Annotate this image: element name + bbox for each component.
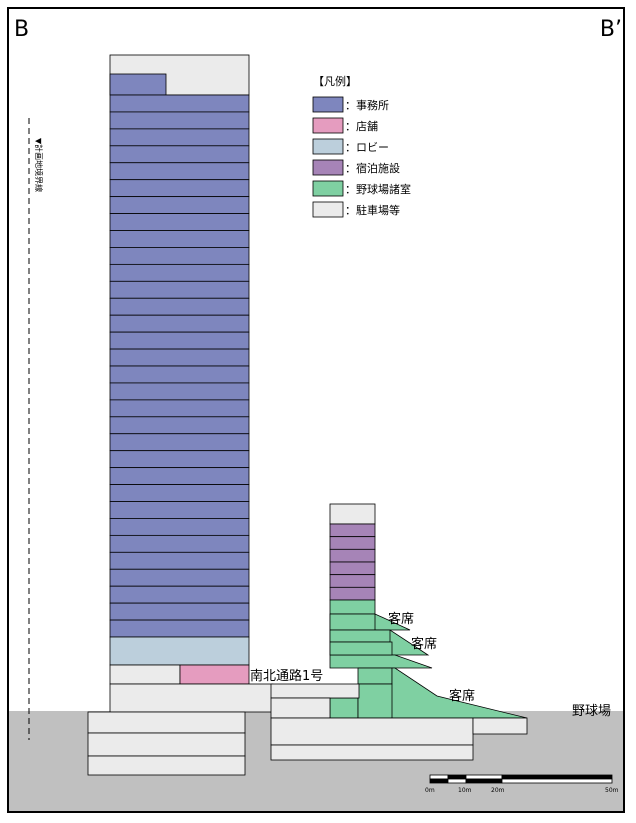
boundary-label: ▼計画地境界線 (34, 138, 44, 192)
tower-office-floor (109, 551, 250, 570)
tower-office-floor (109, 145, 250, 164)
ballpark-basement-3 (270, 744, 474, 761)
section-diagram: ▼計画地境界線 B B’ 【凡例】 ：事務所 ：店舗 ：ロビー ：宿泊施設 ：野球場諸室… (7, 7, 625, 813)
tower-office-floor (109, 348, 250, 367)
hotel-floor (329, 536, 376, 550)
hotel-floor (329, 561, 376, 576)
tower-roof-office (109, 73, 167, 96)
scale-seg-2 (447, 774, 467, 780)
seat-label-upper: 客席 (388, 611, 414, 627)
ballpark-room-3 (329, 629, 391, 643)
legend-swatch (312, 159, 344, 176)
legend-label: ：ロビー (345, 141, 389, 154)
ballpark-room-6 (329, 697, 359, 719)
hotel-roof-parking (329, 503, 376, 525)
scale-seg-5 (429, 778, 449, 784)
tower-office-floor (109, 518, 250, 536)
scale-tick-10: 10m (458, 787, 472, 794)
ballpark-room-4 (329, 641, 393, 656)
hotel-floors (329, 523, 376, 601)
tower-office-floor (109, 467, 250, 485)
legend-label: ：宿泊施設 (345, 161, 400, 175)
section-label-right: B’ (600, 17, 622, 42)
scale-seg-1 (429, 774, 449, 780)
tower-office-floor (109, 94, 250, 113)
tower-office-floor (109, 619, 250, 638)
legend-swatch (312, 117, 344, 134)
scale-seg-6 (447, 778, 467, 784)
tower-office-floor (109, 433, 250, 452)
tower-office-floor (109, 263, 250, 282)
tower-office-floor (109, 585, 250, 604)
tower-office-floor (109, 179, 250, 198)
tower-office-floor (109, 602, 250, 621)
tower-ground-parking (109, 664, 181, 685)
ballpark-basement-2 (472, 717, 528, 735)
hotel-floor (329, 548, 376, 563)
ballpark-room-5 (357, 667, 393, 685)
ballpark-label: 野球場 (572, 704, 611, 719)
legend-swatch (312, 201, 344, 218)
seat-label-middle: 客席 (411, 636, 437, 652)
legend-label: ：店舗 (345, 119, 378, 133)
seat-label-lower: 客席 (449, 688, 475, 704)
ballpark-room-7 (357, 683, 393, 719)
legend: ：事務所 ：店舗 ：ロビー ：宿泊施設 ：野球場諸室 ：駐車場等 (312, 96, 411, 218)
tower-office-floor (109, 382, 250, 401)
tower-basement-1 (87, 711, 246, 734)
tower-office-floor (109, 331, 250, 350)
scale-seg-7 (465, 778, 503, 784)
tower-office-floor (109, 230, 250, 248)
scale-seg-3 (465, 774, 503, 780)
tower-office-floor (109, 568, 250, 587)
seat-shelf-lower (329, 654, 433, 669)
tower-office-floor (109, 128, 250, 147)
legend-label: ：事務所 (345, 98, 389, 112)
legend-title: 【凡例】 (313, 74, 357, 88)
tower-office-floor (109, 501, 250, 519)
legend-swatch (312, 138, 344, 155)
scale-tick-20: 20m (491, 787, 505, 794)
tower-office-floor (109, 162, 250, 181)
passage-label: 南北通路1号 (250, 668, 323, 684)
scale-tick-0: 0m (425, 787, 435, 794)
tower-office-floors (109, 94, 250, 638)
legend-swatch (312, 180, 344, 197)
hotel-floor (329, 586, 376, 601)
tower-shop (179, 664, 250, 685)
tower-office-floor (109, 365, 250, 384)
section-label-left: B (14, 17, 29, 42)
scale-seg-4 (501, 774, 613, 780)
ballpark-room-2 (329, 613, 376, 631)
scale-bar: 0m 10m 20m 50m (425, 774, 619, 794)
tower-office-floor (109, 280, 250, 299)
ballpark-room-1 (329, 599, 376, 615)
hotel-floor (329, 523, 376, 538)
tower-office-floor (109, 111, 250, 130)
section-drawing: ▼計画地境界線 B B’ 【凡例】 ：事務所 ：店舗 ：ロビー ：宿泊施設 ：野球場諸室… (9, 17, 623, 811)
tower-office-floor (109, 196, 250, 214)
tower-basement-3 (87, 755, 246, 776)
tower-podium (109, 683, 274, 713)
tower-lobby (109, 636, 250, 666)
legend-swatch (312, 96, 344, 113)
legend-label: ：野球場諸室 (345, 182, 411, 196)
scale-seg-8 (501, 778, 613, 784)
tower-office-floor (109, 534, 250, 553)
tower-office-floor (109, 247, 250, 265)
legend-label: ：駐車場等 (345, 203, 400, 217)
tower-office-floor (109, 416, 250, 435)
tower-basement-2 (87, 732, 246, 757)
tower-office-floor (109, 213, 250, 231)
tower-office-floor (109, 314, 250, 333)
passage-parking-lower (270, 697, 331, 719)
tower-office-floor (109, 399, 250, 418)
tower-office-floor (109, 450, 250, 469)
scale-tick-50: 50m (605, 787, 619, 794)
tower-office-floor (109, 484, 250, 502)
passage-parking-upper (270, 683, 360, 699)
tower-office-floor (109, 297, 250, 316)
ballpark-basement-1 (270, 717, 474, 746)
hotel-floor (329, 574, 376, 588)
